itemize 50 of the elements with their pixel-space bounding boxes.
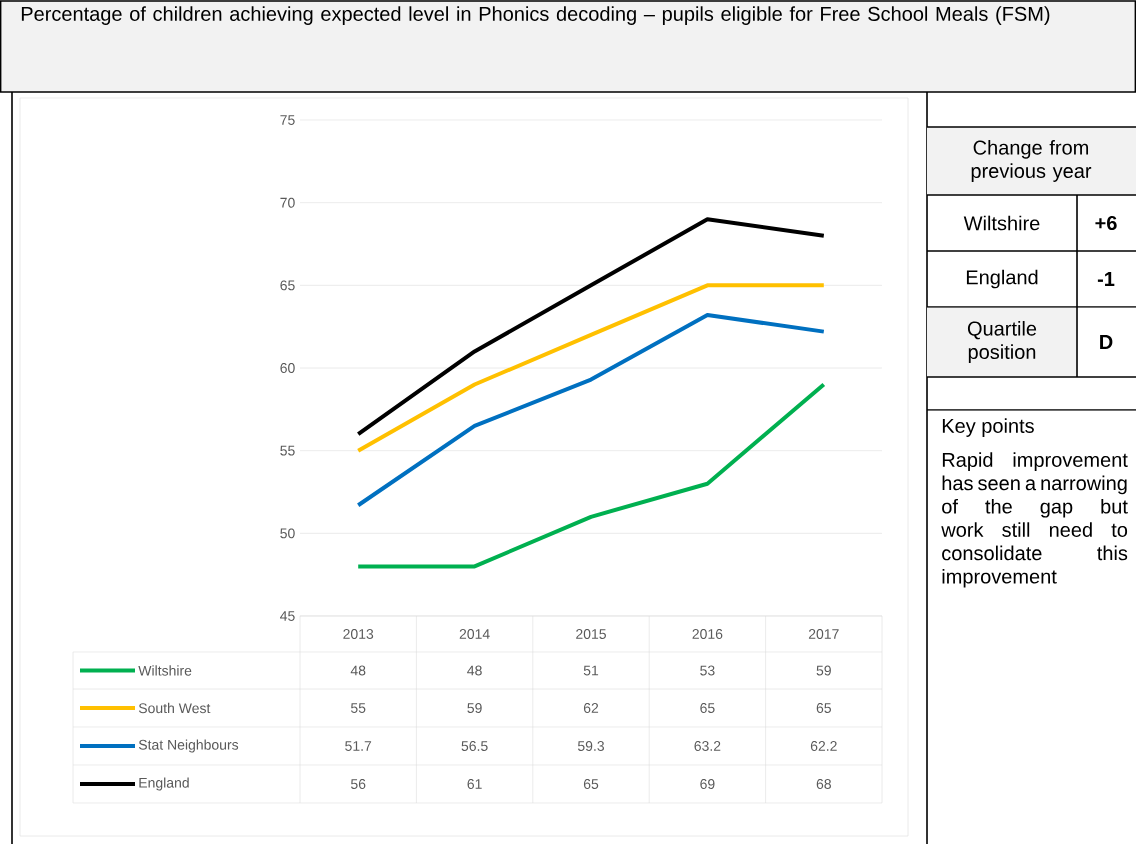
y-tick-label: 60 <box>280 363 295 373</box>
data-label: 59 <box>467 703 482 713</box>
y-tick-label: 70 <box>280 197 295 208</box>
x-tick-label: 2015 <box>576 629 606 639</box>
y-tick-label: 75 <box>280 115 295 125</box>
data-label: 68 <box>816 779 831 789</box>
data-label: 62.2 <box>810 741 837 751</box>
data-label: 65 <box>816 703 831 713</box>
x-tick-label: 2014 <box>459 629 490 639</box>
data-label: 63.2 <box>694 741 721 751</box>
data-label: 56 <box>350 779 366 789</box>
text: Wiltshire <box>963 215 1040 231</box>
line-series <box>356 382 826 569</box>
data-label: 51.7 <box>345 741 372 751</box>
text: Quartile position <box>967 321 1037 363</box>
text: -1 <box>1097 272 1115 286</box>
y-tick-label: 65 <box>280 280 295 291</box>
data-label: 65 <box>700 703 715 713</box>
y-tick-label: 55 <box>280 445 295 456</box>
text: England <box>966 269 1038 289</box>
x-tick-label: 2016 <box>692 629 723 639</box>
data-label: 48 <box>467 665 482 676</box>
data-label: 59 <box>816 665 831 676</box>
data-label: 53 <box>700 665 715 676</box>
legend-label: England <box>139 777 189 791</box>
x-tick-label: 2017 <box>808 629 839 639</box>
text: Change from previous year <box>971 140 1092 182</box>
text: Rapid improvement has seen a narrowing of the gap but work still need to consolidate this improvement <box>941 452 1128 588</box>
data-label: 48 <box>350 665 366 676</box>
text: Key points <box>942 418 1034 437</box>
data-label: 62 <box>583 703 599 713</box>
data-label: 55 <box>350 703 366 713</box>
data-label: 56.5 <box>461 741 488 751</box>
data-label: 59.3 <box>577 741 605 751</box>
y-tick-label: 50 <box>280 528 295 539</box>
legend-label: Wiltshire <box>138 665 192 676</box>
text: D <box>1100 335 1113 349</box>
data-label: 61 <box>467 779 482 789</box>
legend-label: Stat Neighbours <box>138 739 239 753</box>
data-label: 51 <box>583 665 599 676</box>
data-label: 65 <box>583 779 599 789</box>
line-series <box>356 313 826 508</box>
text: +6 <box>1095 215 1117 231</box>
chart-title: Percentage of children achieving expected level in Phonics decoding – pupils eligible for Free School Meals (FSM) <box>21 6 1050 25</box>
x-tick-label: 2013 <box>343 629 374 639</box>
y-tick-label: 45 <box>280 611 295 621</box>
data-label: 69 <box>700 779 715 789</box>
legend-label: South West <box>138 702 211 714</box>
line-series <box>356 283 826 453</box>
line-series <box>356 217 826 437</box>
